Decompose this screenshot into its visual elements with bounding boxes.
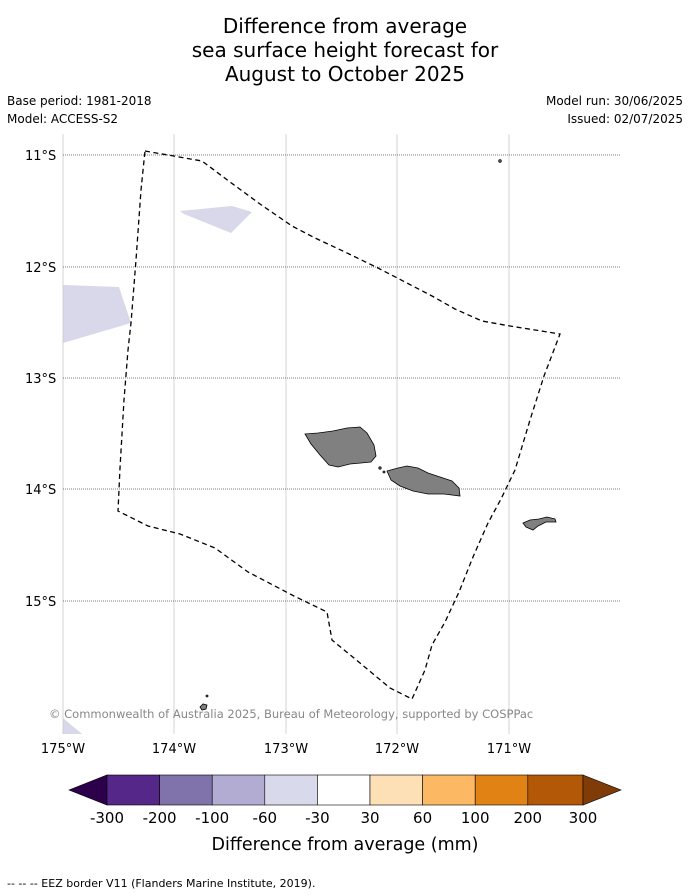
anomaly-patch-north <box>180 206 252 233</box>
colorbar-bin-1 <box>106 774 160 806</box>
colorbar-bin-6 <box>369 774 423 806</box>
lon-label-172w: 172°W <box>375 742 419 757</box>
copyright-notice: © Commonwealth of Australia 2025, Bureau… <box>49 707 533 721</box>
lon-label-171w: 171°W <box>487 742 531 757</box>
eez-footnote: -- -- -- EEZ border V11 (Flanders Marine… <box>7 877 316 890</box>
model-run-label: Model run: 30/06/2025 <box>545 94 683 108</box>
colorbar-bin-4 <box>264 774 318 806</box>
lat-label-13s: 13°S <box>25 372 56 387</box>
land <box>199 159 557 711</box>
colorbar-bin-8 <box>474 774 529 806</box>
colorbar-tick-6: 30 <box>360 809 379 827</box>
longitude-gridlines <box>62 134 510 734</box>
meta-right: Model run: 30/06/2025 Issued: 02/07/2025 <box>546 94 683 130</box>
title-line-3: August to October 2025 <box>224 62 466 86</box>
meta-left: Base period: 1981-2018 Model: ACCESS-S2 <box>7 94 152 130</box>
lon-label-174w: 174°W <box>152 742 196 757</box>
island-dot-manono <box>382 470 386 474</box>
colorbar-bin-9 <box>527 774 584 806</box>
lat-label-15s: 15°S <box>25 595 56 610</box>
anomaly-patch-southwest <box>63 718 82 734</box>
island-dot-apolima <box>378 466 382 470</box>
colorbar-bin-7 <box>422 774 476 806</box>
island-tutuila <box>522 516 557 531</box>
colorbar-tick-1: -300 <box>90 809 124 827</box>
base-period-label: Base period: 1981-2018 <box>7 94 152 108</box>
colorbar-tick-7: 60 <box>413 809 432 827</box>
colorbar-tick-8: 100 <box>461 809 490 827</box>
colorbar-tick-9: 200 <box>513 809 542 827</box>
colorbar-tick-3: -100 <box>195 809 229 827</box>
lon-label-175w: 175°W <box>41 742 85 757</box>
lat-label-11s: 11°S <box>25 149 56 164</box>
eez-border <box>117 150 561 700</box>
anomaly-patch-west <box>63 285 131 343</box>
island-savaii <box>304 426 377 468</box>
map-title: Difference from average sea surface heig… <box>0 14 690 86</box>
colorbar-bin-5 <box>317 774 371 806</box>
island-upolu <box>386 465 461 497</box>
colorbar-extend-min <box>68 774 108 806</box>
latitude-gridlines <box>63 154 620 602</box>
colorbar-tick-2: -200 <box>143 809 177 827</box>
lat-label-12s: 12°S <box>25 261 56 276</box>
colorbar-title: Difference from average (mm) <box>211 835 478 855</box>
island-dot-north <box>498 159 502 163</box>
model-label: Model: ACCESS-S2 <box>7 112 119 126</box>
colorbar-tick-4: -60 <box>253 809 278 827</box>
lon-label-173w: 173°W <box>264 742 308 757</box>
colorbar-extend-max <box>582 774 622 806</box>
island-small-south <box>199 703 208 711</box>
island-dot-south <box>205 694 209 698</box>
title-line-2: sea surface height forecast for <box>191 38 499 62</box>
colorbar-bin-2 <box>159 774 213 806</box>
lat-label-14s: 14°S <box>25 483 56 498</box>
colorbar-bin-3 <box>211 774 266 806</box>
title-line-1: Difference from average <box>222 14 468 38</box>
colorbar-tick-10: 300 <box>569 809 598 827</box>
issued-label: Issued: 02/07/2025 <box>567 112 683 126</box>
colorbar-tick-5: -30 <box>305 809 330 827</box>
colorbar <box>68 774 622 806</box>
